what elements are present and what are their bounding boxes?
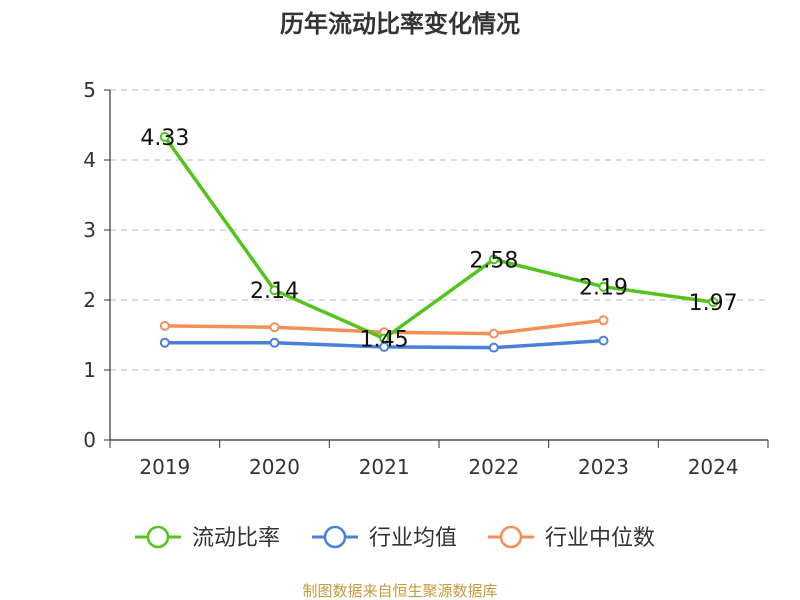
source-note: 制图数据来自恒生聚源数据库	[302, 582, 497, 600]
x-tick-label: 2020	[249, 455, 300, 479]
axes	[104, 89, 769, 448]
data-point	[379, 333, 390, 344]
data-point	[488, 342, 499, 353]
x-tick-label: 2023	[578, 455, 629, 479]
legend-swatch-marker	[499, 525, 523, 549]
chart-title: 历年流动比率变化情况	[280, 10, 520, 38]
data-point	[159, 320, 170, 331]
x-axis-tick-labels: 2019 2020 2021 2022 2023 2024	[139, 455, 738, 479]
series-lines	[159, 131, 719, 353]
data-point	[159, 337, 170, 348]
legend: 流动比率 行业均值 行业中位数	[135, 525, 655, 551]
data-point	[598, 315, 609, 326]
x-tick-label: 2022	[468, 455, 519, 479]
y-axis-tick-labels: 0 1 2 3 4 5	[83, 78, 96, 452]
y-tick-label: 5	[83, 78, 96, 102]
legend-swatch-marker	[323, 525, 347, 549]
legend-label: 行业中位数	[545, 526, 655, 551]
legend-label: 流动比率	[192, 526, 280, 551]
data-label: 4.33	[140, 126, 189, 151]
legend-label: 行业均值	[369, 526, 457, 551]
data-point	[269, 285, 280, 296]
y-tick-label: 4	[83, 148, 96, 172]
data-point	[269, 322, 280, 333]
data-label: 1.97	[689, 291, 738, 316]
data-point	[488, 254, 499, 265]
data-labels: 4.33 2.14 1.45 2.58 2.19 1.97	[140, 126, 737, 353]
x-tick-label: 2019	[139, 455, 190, 479]
data-point	[159, 131, 170, 142]
data-point	[708, 297, 719, 308]
y-tick-label: 3	[83, 218, 96, 242]
data-label: 2.19	[579, 276, 628, 301]
data-point	[488, 328, 499, 339]
y-tick-label: 1	[83, 358, 96, 382]
data-label: 2.14	[250, 279, 299, 304]
data-point	[269, 337, 280, 348]
data-label: 2.58	[469, 248, 518, 273]
data-label: 1.45	[360, 328, 409, 353]
data-point	[598, 281, 609, 292]
x-tick-label: 2024	[688, 455, 739, 479]
legend-swatch-marker	[146, 525, 170, 549]
y-tick-label: 2	[83, 288, 96, 312]
series-line-0	[163, 135, 714, 341]
x-tick-label: 2021	[359, 455, 410, 479]
y-tick-label: 0	[83, 428, 96, 452]
data-point	[598, 335, 609, 346]
